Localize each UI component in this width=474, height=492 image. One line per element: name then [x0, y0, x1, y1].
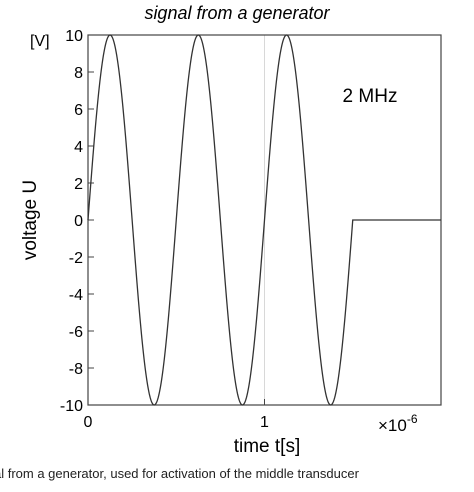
y-tick-label: 10	[65, 28, 83, 45]
y-tick-label: -8	[69, 361, 83, 378]
x-tick-label: 0	[84, 414, 93, 431]
x-multiplier: ×10-6	[378, 412, 418, 435]
y-tick-label: 8	[74, 65, 83, 82]
y-tick-label: 2	[74, 176, 83, 193]
series-line-signal	[87, 34, 441, 406]
x-tick-label: 1	[260, 414, 269, 431]
y-tick-label: -6	[69, 324, 83, 341]
y-tick-label: -2	[69, 250, 83, 267]
figure-caption: al from a generator, used for activation…	[0, 466, 474, 492]
y-tick-label: -10	[60, 398, 83, 415]
chart-title: signal from a generator	[144, 3, 330, 23]
y-unit-label: [V]	[30, 33, 50, 50]
y-tick-label: 4	[74, 139, 83, 156]
frequency-annotation: 2 MHz	[343, 86, 398, 107]
y-axis: 10 8 6 4 2 0 -2 -4 -6 -8 -10	[60, 28, 94, 415]
x-multiplier-exponent: -6	[407, 412, 418, 426]
y-tick-label: 6	[74, 102, 83, 119]
x-axis-label: time t[s]	[234, 436, 301, 457]
x-multiplier-base: ×10	[378, 416, 407, 435]
y-tick-label: -4	[69, 287, 83, 304]
caption-text: al from a generator, used for activation…	[0, 466, 359, 481]
y-axis-label: voltage U	[20, 180, 41, 260]
y-tick-label: 0	[74, 213, 83, 230]
